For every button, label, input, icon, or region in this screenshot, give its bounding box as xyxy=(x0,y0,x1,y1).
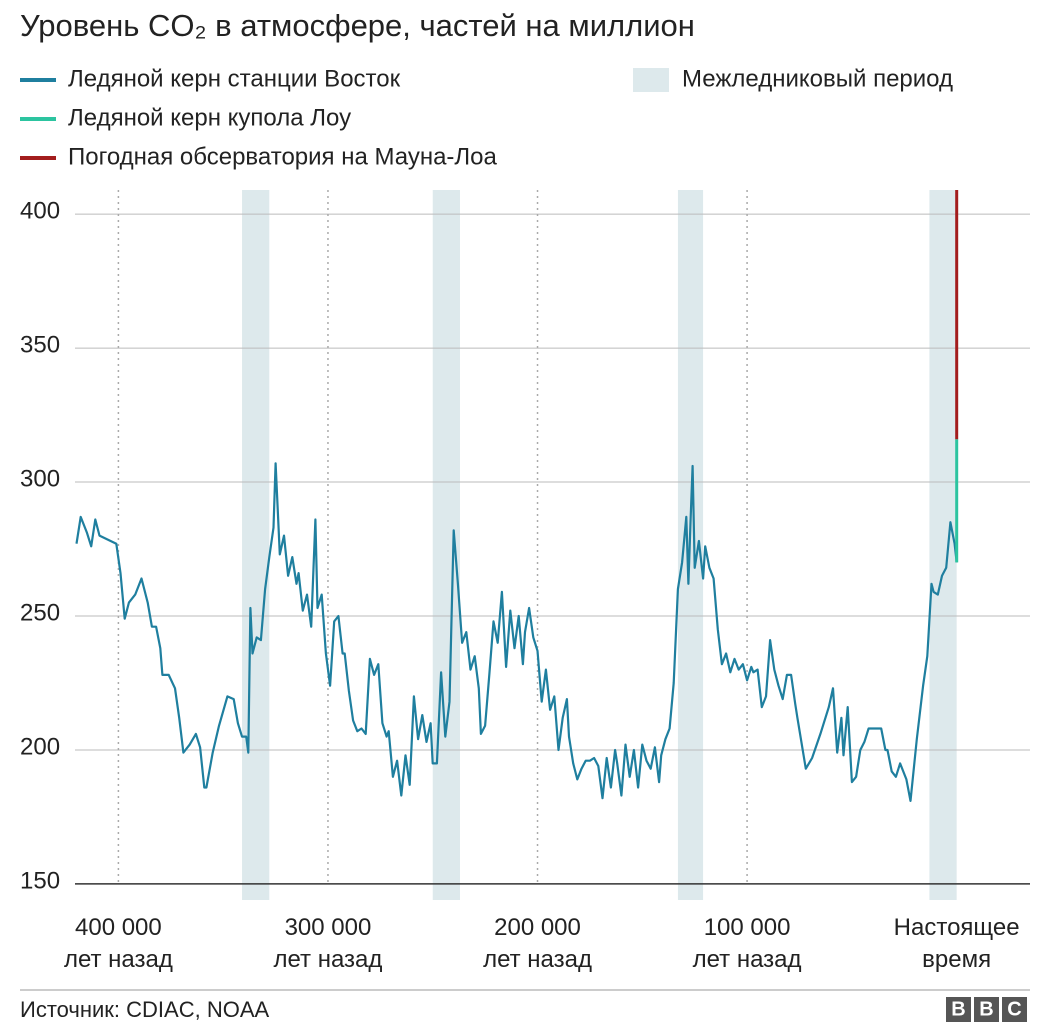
logo-box xyxy=(1002,997,1027,1022)
x-tick-label: 200 000 лет назад xyxy=(483,914,592,973)
x-tick-label: 300 000 лет назад xyxy=(273,914,383,973)
legend-swatch xyxy=(633,68,669,92)
chart-title: Уровень CO₂ в атмосфере, частей на милли… xyxy=(20,8,695,43)
y-tick-label: 350 xyxy=(20,331,60,358)
interglacial-band xyxy=(242,190,270,900)
logo-box xyxy=(974,997,999,1022)
logo-letter: C xyxy=(1007,998,1021,1020)
legend-label: Погодная обсерватория на Мауна-Лоа xyxy=(68,143,498,170)
y-tick-label: 250 xyxy=(20,599,60,626)
y-tick-label: 400 xyxy=(20,197,60,224)
x-tick-label: Настоящее время xyxy=(893,914,1020,973)
legend-label: Межледниковый период xyxy=(682,65,953,92)
logo-letter: B xyxy=(951,998,965,1020)
y-tick-label: 300 xyxy=(20,465,60,492)
source: Источник: CDIAC, NOAA xyxy=(20,997,269,1022)
x-tick-label: 100 000 лет назад xyxy=(692,914,802,973)
interglacial-band xyxy=(929,190,957,900)
logo-box xyxy=(946,997,971,1022)
y-tick-label: 150 xyxy=(20,867,60,894)
series-line xyxy=(75,462,958,802)
legend-label: Ледяной керн купола Лоу xyxy=(68,104,351,131)
x-tick-label: 400 000 лет назад xyxy=(63,914,173,973)
legend-label: Ледяной керн станции Восток xyxy=(68,65,401,92)
y-tick-label: 200 xyxy=(20,733,60,760)
logo-letter: B xyxy=(979,998,993,1020)
